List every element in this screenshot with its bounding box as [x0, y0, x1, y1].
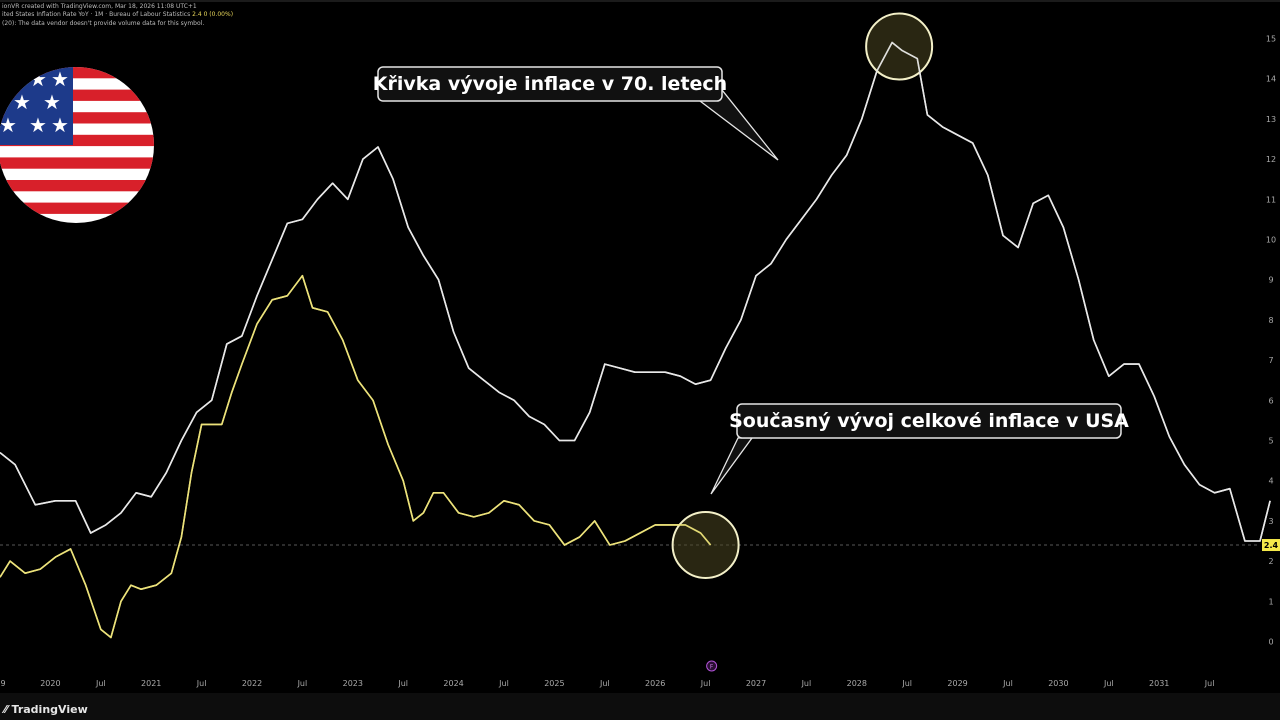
flag-star-icon: ★: [29, 113, 47, 137]
symbol-value: 2.4 0 (0.00%): [192, 11, 234, 18]
callout-text: Křivka vývoje inflace v 70. letech: [373, 73, 727, 95]
x-tick-label: Jul: [1002, 679, 1013, 688]
x-tick-label: 2022: [242, 679, 262, 688]
y-tick-label: 0: [1268, 638, 1273, 647]
tradingview-brand: TradingView: [11, 703, 88, 716]
x-tick-label: Jul: [297, 679, 308, 688]
x-tick-label: Jul: [901, 679, 912, 688]
x-tick-label: 9: [0, 679, 5, 688]
y-tick-label: 13: [1266, 115, 1276, 124]
flag-star-icon: ★: [43, 90, 61, 114]
y-tick-label: 15: [1266, 35, 1276, 44]
x-tick-label: 2025: [544, 679, 564, 688]
x-tick-label: Jul: [397, 679, 408, 688]
chart-header-line2: ited States Inflation Rate YoY · 1M · Bu…: [2, 11, 233, 18]
flag-red-stripe: [0, 202, 154, 214]
x-tick-label: 2023: [343, 679, 363, 688]
series-line-current-inflation: [0, 274, 712, 639]
x-tick-label: 2029: [947, 679, 967, 688]
x-tick-label: 2021: [141, 679, 161, 688]
callout-pointer: [710, 437, 754, 495]
symbol-description: ited States Inflation Rate YoY · 1M · Bu…: [2, 11, 191, 18]
y-tick-label: 12: [1266, 155, 1276, 164]
y-tick-label: 3: [1268, 517, 1273, 526]
flag-star-icon: ★: [29, 67, 47, 91]
x-axis: 9 2020 Jul 2021 Jul 2022 Jul 2023 Jul 2024 Jul 2025…: [0, 660, 1215, 688]
x-tick-label: 2028: [847, 679, 867, 688]
x-tick-label: Jul: [1103, 679, 1114, 688]
x-tick-label: 2027: [746, 679, 766, 688]
flag-star-icon: ★: [51, 113, 69, 137]
y-tick-label: 4: [1268, 477, 1273, 486]
last-value-label: 2.4: [1264, 541, 1279, 550]
y-tick-label: 1: [1268, 597, 1273, 606]
y-tick-label: 10: [1266, 236, 1276, 245]
x-tick-label: 2020: [40, 679, 60, 688]
y-tick-label: 5: [1268, 437, 1273, 446]
event-marker-label: F: [710, 664, 714, 671]
highlight-circle: [865, 12, 934, 81]
x-tick-label: Jul: [196, 679, 207, 688]
tradingview-logo[interactable]: ⁄⁄ TradingView: [4, 703, 88, 716]
chart-header-line3: (20): The data vendor doesn't provide vo…: [2, 20, 205, 27]
chart-header-line1: ionVR created with TradingView.com, Mar …: [2, 3, 197, 10]
y-tick-label: 9: [1268, 276, 1273, 285]
callout-layer: Křivka vývoje inflace v 70. letech Součas…: [373, 66, 1129, 495]
x-tick-label: Jul: [498, 679, 509, 688]
flag-red-stripe: [0, 134, 154, 147]
last-value-badge: [1262, 539, 1280, 552]
x-tick-label: Jul: [599, 679, 610, 688]
flag-red-stripe: [0, 180, 154, 192]
highlight-layer: [0, 12, 1271, 639]
x-tick-label: 2024: [443, 679, 463, 688]
flag-star-icon: ★: [51, 67, 69, 91]
x-tick-label: Jul: [801, 679, 812, 688]
series-layer: [0, 41, 1271, 639]
flag-star-icon: ★: [0, 113, 17, 137]
footer-bar: [0, 693, 1280, 720]
y-tick-label: 11: [1266, 195, 1276, 204]
x-tick-label: Jul: [1204, 679, 1215, 688]
us-flag-icon: ★ ★ ★★ ★★ ★ ★: [0, 67, 154, 223]
x-tick-label: Jul: [700, 679, 711, 688]
x-tick-label: Jul: [95, 679, 106, 688]
x-tick-label: 2031: [1149, 679, 1169, 688]
event-marker-icon[interactable]: [706, 660, 718, 672]
flag-red-stripe: [0, 157, 154, 169]
top-strip: [0, 0, 1280, 2]
callout-text: Současný vývoj celkové inflace v USA: [729, 410, 1129, 432]
flag-star-icon: ★: [0, 67, 17, 91]
series-line-seventies-inflation: [0, 41, 1271, 542]
x-tick-label: 2030: [1048, 679, 1068, 688]
y-tick-label: 2: [1268, 557, 1273, 566]
flag-star-icon: ★: [13, 90, 31, 114]
y-tick-label: 6: [1268, 396, 1273, 405]
flag-red-stripe: [0, 112, 154, 124]
highlight-circle: [671, 511, 740, 580]
tradingview-logo-icon: ⁄⁄: [4, 703, 8, 716]
y-tick-label: 14: [1266, 75, 1276, 84]
callout-box: [377, 66, 723, 102]
series-line-overlay: [0, 41, 1271, 542]
x-tick-label: 2026: [645, 679, 665, 688]
y-tick-label: 8: [1268, 316, 1273, 325]
flag-red-stripe: [0, 67, 154, 79]
callout-box: [736, 403, 1122, 439]
y-tick-label: 7: [1268, 356, 1273, 365]
series-line-overlay: [0, 274, 712, 639]
flag-red-stripe: [0, 89, 154, 101]
